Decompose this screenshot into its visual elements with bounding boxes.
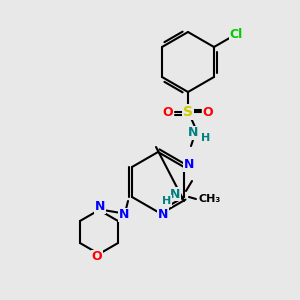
Text: Cl: Cl xyxy=(230,28,243,41)
Text: N: N xyxy=(188,127,198,140)
Text: O: O xyxy=(92,250,102,263)
Text: N: N xyxy=(119,208,129,221)
Text: N: N xyxy=(184,158,194,172)
Text: O: O xyxy=(163,106,173,118)
Text: H: H xyxy=(201,133,211,143)
Text: N: N xyxy=(95,200,105,214)
Text: N: N xyxy=(158,208,168,220)
Text: N: N xyxy=(170,188,180,200)
Text: CH₃: CH₃ xyxy=(199,194,221,204)
Text: H: H xyxy=(162,196,172,206)
Text: S: S xyxy=(183,105,193,119)
Text: O: O xyxy=(203,106,213,118)
